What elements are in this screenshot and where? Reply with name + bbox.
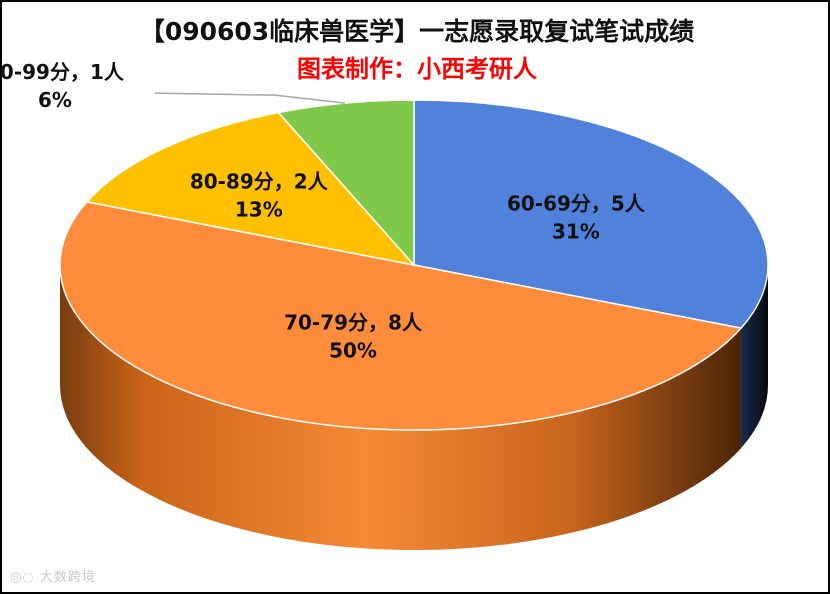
- pie-label-1: 70-79分，8人: [284, 311, 423, 335]
- pie-labels: 60-69分，5人 31% 70-79分，8人 50% 80-89分，2人 13% 90-9…: [0, 60, 646, 362]
- pie-side-1: [60, 265, 742, 551]
- chart-subtitle: 图表制作：小西考研人: [297, 55, 537, 83]
- pie-label-2: 80-89分，2人: [190, 170, 329, 194]
- pie-slice-2: [85, 111, 417, 267]
- pie-side-walls: [60, 265, 768, 551]
- pie-slice-1: [59, 201, 743, 431]
- pie-slices: [59, 99, 769, 431]
- pie-percent-3: 6%: [38, 88, 72, 112]
- watermark-text: 大数跨境: [39, 570, 96, 585]
- pie-label-3: 90-99分，1人: [0, 60, 125, 84]
- pie-percent-2: 13%: [235, 198, 283, 222]
- pie-slice-0: [413, 99, 769, 329]
- pie-percent-0: 31%: [552, 220, 600, 244]
- pie-leader-lines: [154, 92, 346, 104]
- leader-line-3: [154, 92, 346, 104]
- pie-slice-3: [277, 99, 415, 267]
- pie-label-0: 60-69分，5人: [507, 192, 646, 216]
- pie-side-0: [741, 265, 768, 449]
- chart-title: 【090603临床兽医学】一志愿录取复试笔试成绩: [139, 17, 695, 46]
- watermark-logo-icon: ◎◌: [10, 570, 35, 585]
- pie-percent-1: 50%: [329, 339, 377, 363]
- watermark: ◎◌ 大数跨境: [10, 566, 96, 585]
